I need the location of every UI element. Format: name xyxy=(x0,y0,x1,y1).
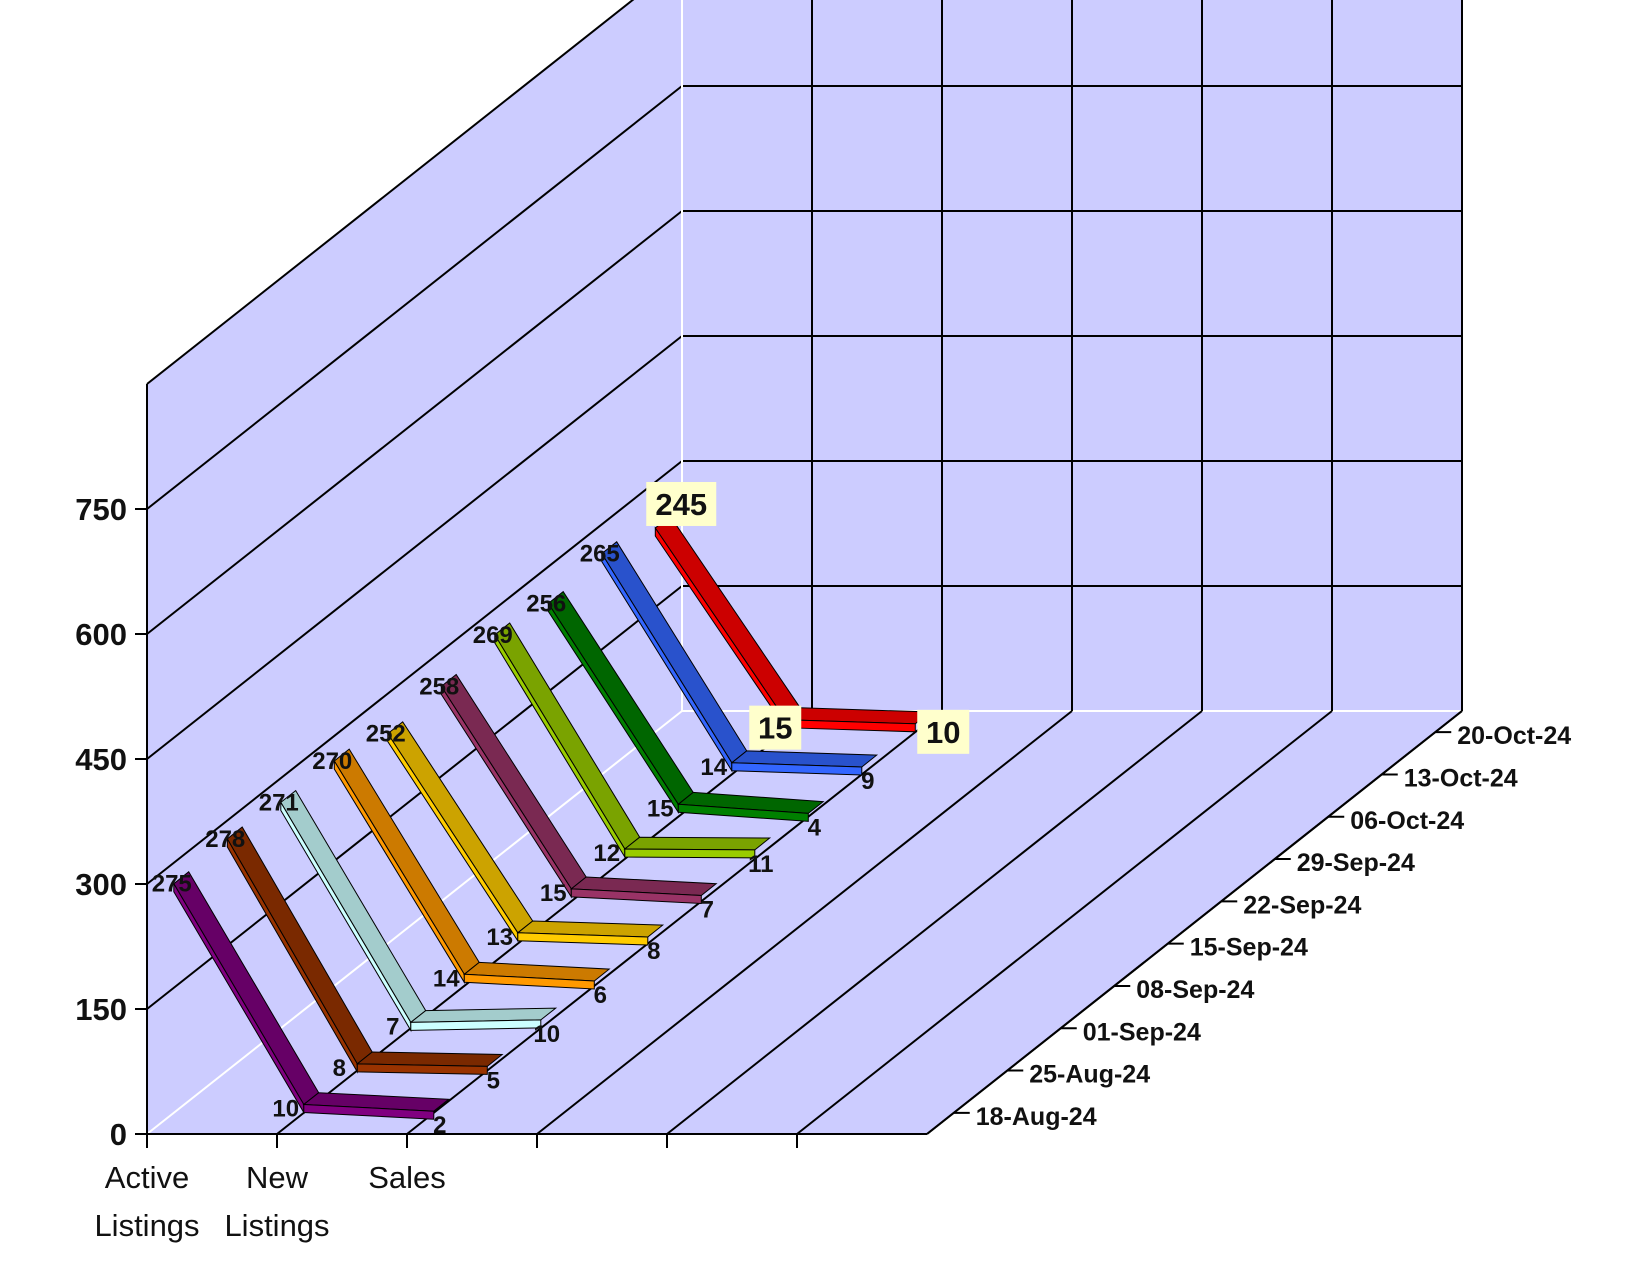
series-label: 13-Oct-24 xyxy=(1404,764,1518,792)
data-label: 7 xyxy=(386,1013,399,1040)
floor-gridline xyxy=(406,710,943,1135)
ribbon-front-face xyxy=(624,848,756,859)
floor-gridline xyxy=(666,710,1203,1135)
ribbon-front-face xyxy=(517,932,649,946)
ribbon-front-face xyxy=(303,1103,435,1120)
data-label: 14 xyxy=(433,965,460,992)
ribbon-front-face xyxy=(356,1063,488,1075)
data-label: 270 xyxy=(312,748,352,775)
data-label: 9 xyxy=(861,768,874,795)
ribbon-front-face xyxy=(677,803,809,822)
ribbon-top-face xyxy=(623,836,772,851)
data-label: 8 xyxy=(333,1055,346,1082)
data-label: 252 xyxy=(366,721,406,748)
series-ribbon xyxy=(333,748,611,990)
data-label: 8 xyxy=(647,938,660,965)
chart-axes: 0 150 300 450 600 750 Active Listings New Listing… xyxy=(75,384,1571,1243)
data-label: 14 xyxy=(700,754,727,781)
highlight-label-box xyxy=(749,705,802,750)
series-ribbon xyxy=(387,721,665,946)
x-tick-label: Listings xyxy=(94,1208,199,1243)
series-label: 18-Aug-24 xyxy=(976,1103,1097,1131)
data-label: 15 xyxy=(647,795,674,822)
series-ribbon xyxy=(280,789,558,1033)
y-tick-label: 150 xyxy=(75,992,127,1027)
series-ribbon xyxy=(494,622,772,859)
data-label: 5 xyxy=(487,1067,500,1094)
x-tick-label: Listings xyxy=(224,1208,329,1243)
series-label: 22-Sep-24 xyxy=(1243,891,1361,919)
data-label: 12 xyxy=(593,840,620,867)
ribbon-front-face xyxy=(731,762,863,776)
data-label: 2 xyxy=(433,1112,446,1139)
ribbon-front-face xyxy=(570,888,702,905)
ribbon-front-face xyxy=(410,1019,542,1031)
y-tick-label: 300 xyxy=(75,867,127,902)
y-tick-label: 600 xyxy=(75,617,127,652)
data-label: 15 xyxy=(758,711,792,746)
side-gridline xyxy=(146,460,683,885)
chart-series xyxy=(173,515,932,1120)
y-tick-label: 750 xyxy=(75,492,127,527)
x-tick-label: Sales xyxy=(368,1160,446,1195)
series-ribbon xyxy=(226,826,504,1075)
y-tick-label: 0 xyxy=(110,1117,127,1152)
data-label: 275 xyxy=(152,871,192,898)
data-label: 7 xyxy=(701,897,714,924)
data-label: 269 xyxy=(473,622,513,649)
data-label: 256 xyxy=(526,590,566,617)
data-label: 278 xyxy=(205,826,245,853)
data-label: 258 xyxy=(419,673,459,700)
x-tick-label: New xyxy=(246,1160,309,1195)
y-tick-label: 450 xyxy=(75,742,127,777)
side-gridline xyxy=(146,85,683,510)
highlight-label-box xyxy=(646,481,717,526)
data-label: 10 xyxy=(926,715,960,750)
data-label: 245 xyxy=(655,487,707,522)
data-label: 271 xyxy=(259,789,299,816)
series-ribbon xyxy=(601,541,879,776)
series-label: 25-Aug-24 xyxy=(1029,1061,1150,1089)
data-label: 11 xyxy=(748,851,773,878)
ribbon-front-face xyxy=(463,973,595,990)
series-ribbon xyxy=(547,590,825,822)
series-label: 08-Sep-24 xyxy=(1136,976,1254,1004)
data-label: 4 xyxy=(808,814,822,841)
data-label: 10 xyxy=(533,1021,560,1048)
chart-data-labels: 275 10 2 278 8 5 271 7 10 270 14 6 252 13 8 258 15 7 269 12… xyxy=(152,481,970,1139)
data-label: 15 xyxy=(540,880,567,907)
side-gridline xyxy=(146,0,635,385)
side-wall xyxy=(147,0,682,1134)
floor-gridline xyxy=(796,710,1333,1135)
x-tick-label: Active xyxy=(105,1160,189,1195)
floor-gridline xyxy=(536,710,1073,1135)
data-label: 13 xyxy=(486,924,513,951)
series-label: 06-Oct-24 xyxy=(1350,807,1464,835)
series-ribbon xyxy=(173,871,451,1120)
data-label: 265 xyxy=(580,541,620,568)
highlight-label-box xyxy=(917,709,970,754)
chart-walls xyxy=(147,0,1462,1134)
series-label: 20-Oct-24 xyxy=(1457,722,1571,750)
depth-axis-line xyxy=(926,710,1463,1135)
series-label: 29-Sep-24 xyxy=(1297,849,1415,877)
series-ribbon xyxy=(440,673,718,905)
side-gridline xyxy=(146,210,683,635)
side-gridline xyxy=(146,335,683,760)
data-label: 10 xyxy=(272,1096,299,1123)
series-label: 15-Sep-24 xyxy=(1190,934,1308,962)
series-label: 01-Sep-24 xyxy=(1083,1018,1201,1046)
data-label: 6 xyxy=(594,982,607,1009)
